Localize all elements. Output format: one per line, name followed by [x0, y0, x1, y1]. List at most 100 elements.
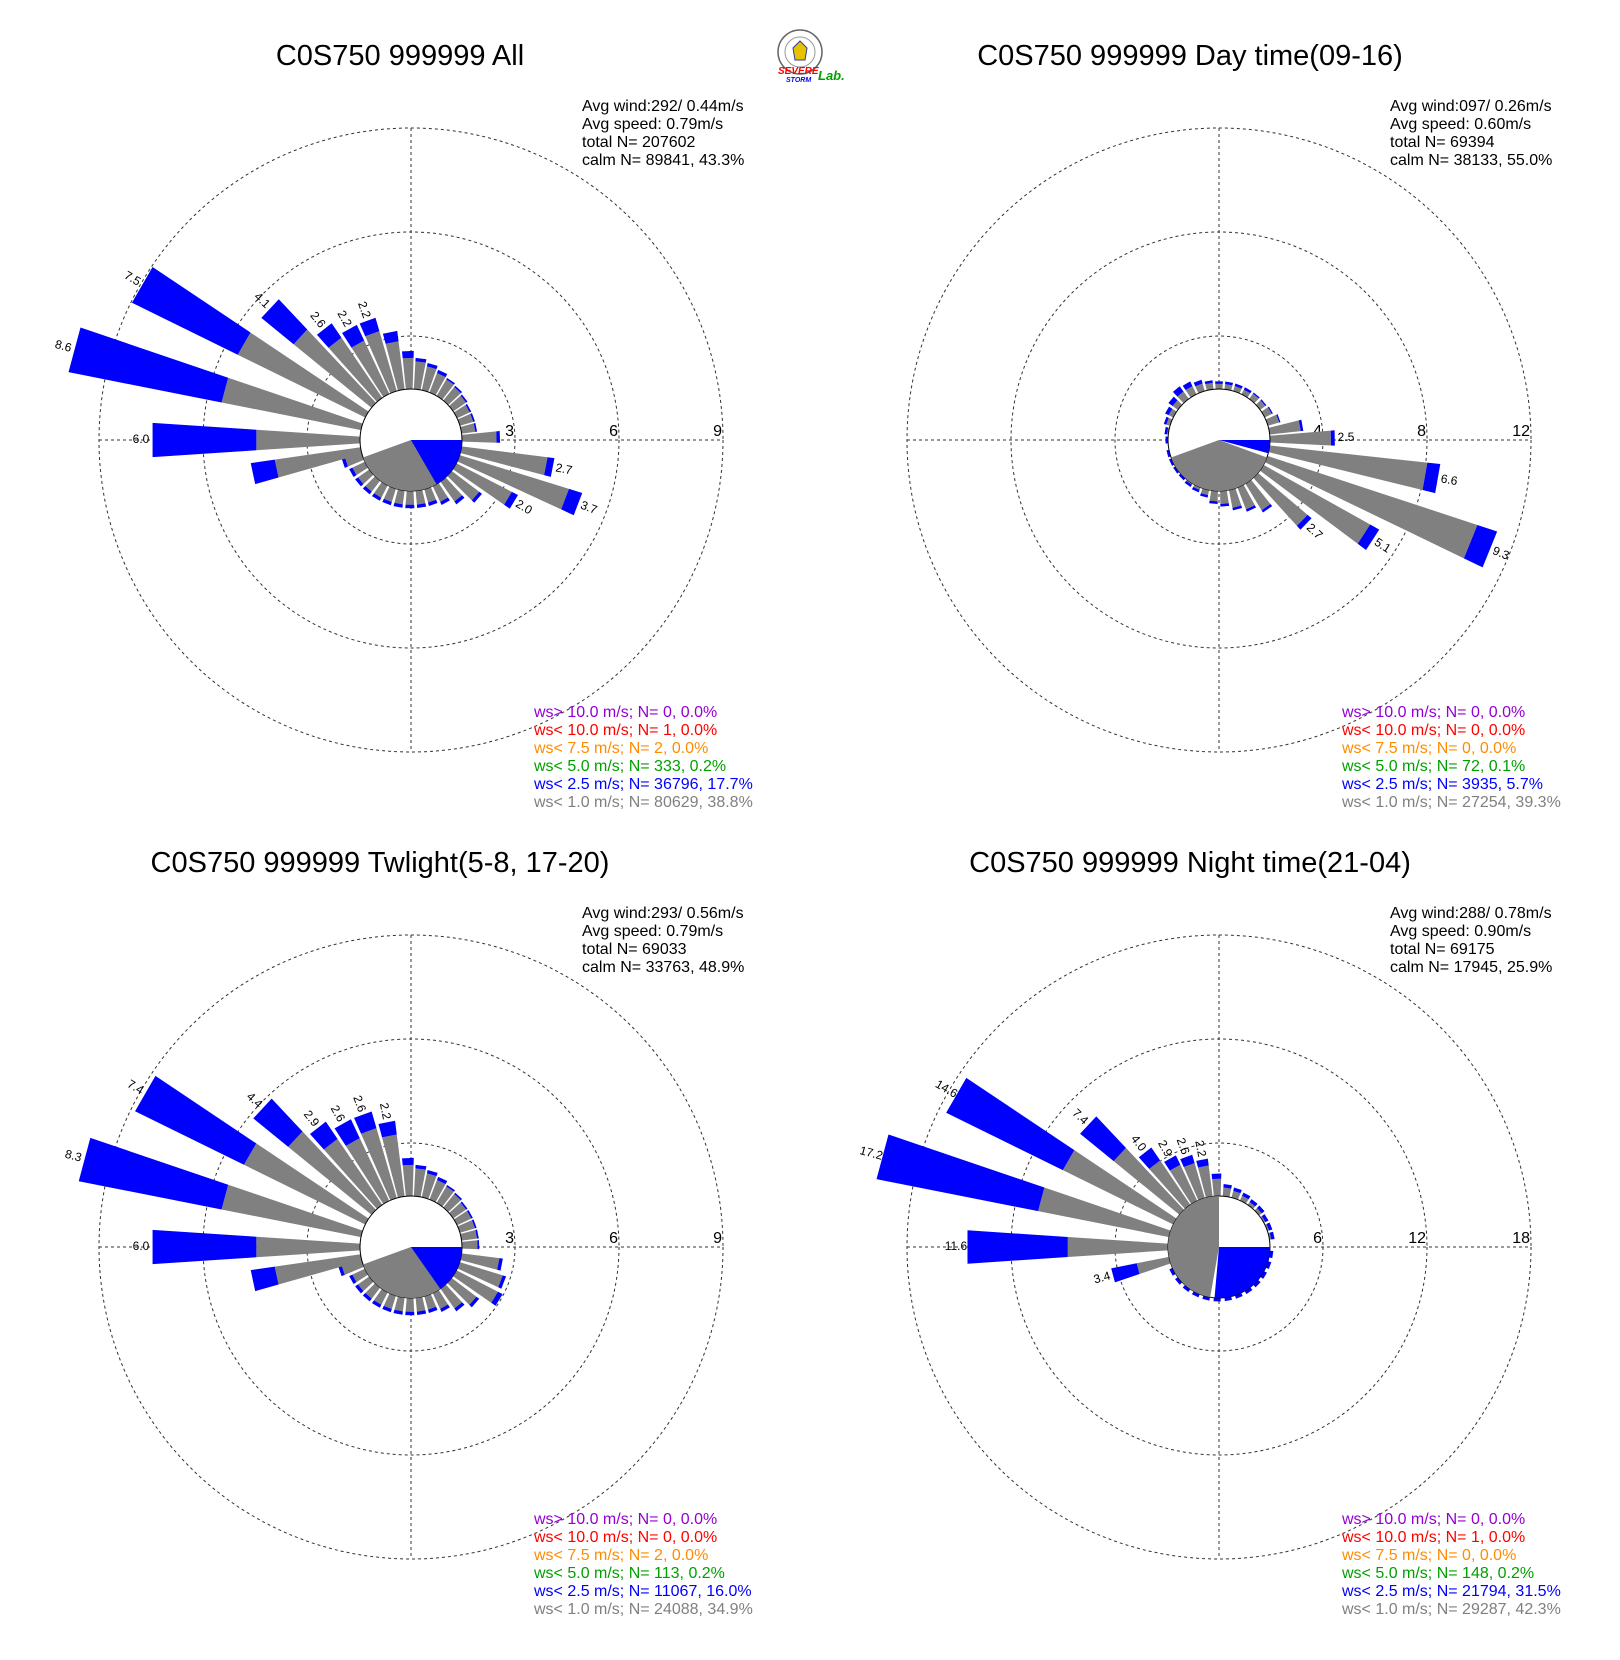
sector-bar-calm-range: [1166, 417, 1173, 426]
sector-bar-calm-range: [447, 1277, 477, 1305]
sector-bar-calm-range: [1168, 408, 1177, 418]
sector-bar-calm-range: [421, 366, 437, 393]
sector-bar-low-speed: [1172, 386, 1184, 397]
sector-bar-calm-range: [413, 361, 426, 390]
sector-bar-calm-range: [453, 1210, 472, 1226]
sector-bar-low-speed: [460, 1201, 468, 1210]
legend-entry: ws< 7.5 m/s; N= 0, 0.0%: [1341, 1547, 1516, 1564]
sector-value-label: 9.3: [1491, 543, 1512, 562]
stat-line: Avg speed: 0.60m/s: [1390, 116, 1531, 133]
sector-value-label: 2.0: [513, 497, 535, 518]
sector-bar-low-speed: [1267, 406, 1273, 415]
sector-bar-low-speed: [491, 1291, 503, 1306]
sector-bar-low-speed: [415, 1164, 427, 1170]
sector-bar-calm-range: [357, 469, 374, 485]
sector-bar-low-speed: [1165, 436, 1169, 444]
sector-bar-low-speed: [341, 457, 349, 468]
sector-bar-calm-range: [457, 455, 570, 510]
legend-entry: ws> 10.0 m/s; N= 0, 0.0%: [1341, 1511, 1525, 1528]
sector-bar-calm-range: [1268, 445, 1428, 490]
sector-value-label: 2.9: [1155, 1138, 1175, 1160]
sector-bar-calm-range: [432, 482, 449, 502]
sector-bar-calm-range: [440, 1284, 463, 1309]
sector-bar-low-speed: [355, 1284, 364, 1294]
sector-bar-calm-range: [457, 413, 474, 426]
sector-bar-calm-range: [361, 1128, 397, 1201]
legend-entry: ws< 10.0 m/s; N= 0, 0.0%: [1341, 722, 1525, 739]
sector-bar-calm-range: [1264, 455, 1478, 559]
sector-bar-calm-range: [429, 1180, 446, 1203]
sector-bar-low-speed: [460, 394, 468, 403]
sector-bar-low-speed: [497, 1258, 503, 1271]
sector-bar-calm-range: [1269, 430, 1331, 446]
sector-bar-low-speed: [440, 497, 450, 505]
sector-bar-low-speed: [471, 491, 482, 503]
sector-bar-low-speed: [1191, 486, 1200, 493]
sector-bar-low-speed: [470, 413, 475, 422]
legend-entry: ws< 7.5 m/s; N= 2, 0.0%: [533, 740, 708, 757]
sector-bar-calm-range: [382, 1134, 405, 1198]
sector-bar-low-speed: [1196, 1158, 1209, 1168]
sector-bar-low-speed: [454, 1302, 465, 1312]
sector-bar-low-speed: [355, 477, 364, 487]
calm-wedge-blue: [411, 440, 462, 485]
sector-bar-low-speed: [436, 1176, 448, 1185]
panel-title: C0S750 999999 All: [276, 40, 524, 72]
stat-line: Avg wind:288/ 0.78m/s: [1390, 905, 1552, 922]
sector-value-label: 17.2: [858, 1143, 884, 1163]
sector-bar-calm-range: [328, 337, 383, 402]
calm-wedge-blue: [1219, 440, 1270, 454]
sector-bar-low-speed: [1200, 493, 1209, 498]
sector-bar-low-speed: [454, 385, 463, 394]
legend-entry: ws< 5.0 m/s; N= 72, 0.1%: [1341, 758, 1525, 775]
legend-entry: ws< 5.0 m/s; N= 148, 0.2%: [1341, 1565, 1534, 1582]
legend-entry: ws< 2.5 m/s; N= 21794, 31.5%: [1341, 1583, 1561, 1600]
legend-entry: ws< 10.0 m/s; N= 1, 0.0%: [533, 722, 717, 739]
sector-bar-low-speed: [1175, 1277, 1183, 1285]
sector-bar-low-speed: [1276, 414, 1281, 423]
sector-bar-calm-range: [383, 486, 396, 502]
sector-bar-low-speed: [1261, 504, 1273, 513]
sector-bar-low-speed: [1243, 387, 1252, 394]
sector-bar-calm-range: [1245, 479, 1271, 511]
sector-bar-low-speed: [473, 422, 478, 432]
sector-bar-low-speed: [1182, 1285, 1191, 1293]
panel-title: C0S750 999999 Night time(21-04): [969, 847, 1411, 879]
stat-line: calm N= 89841, 43.3%: [582, 152, 744, 169]
legend-entry: ws< 2.5 m/s; N= 36796, 17.7%: [533, 776, 753, 793]
sector-bar-low-speed: [475, 1229, 479, 1239]
stat-line: Avg wind:292/ 0.44m/s: [582, 98, 744, 115]
sector-bar-calm-range: [1113, 1147, 1185, 1215]
sector-value-label: 2.2: [335, 308, 355, 330]
logo-line3: Lab.: [818, 68, 845, 83]
sector-bar-low-speed: [338, 1265, 345, 1277]
sector-bar-low-speed: [1166, 449, 1171, 458]
sector-bar-low-speed: [1138, 1147, 1161, 1169]
sector-bar-calm-range: [1241, 389, 1251, 398]
ring-tick-label: 6: [1313, 1230, 1322, 1247]
sector-value-label: 4.1: [251, 289, 273, 311]
sector-bar-calm-range: [1231, 1190, 1241, 1200]
ring-tick-label: 6: [609, 1230, 618, 1247]
calm-wedge-gray: [1168, 1196, 1219, 1298]
sector-bar-calm-range: [402, 357, 414, 390]
sector-bar-low-speed: [135, 1075, 257, 1165]
sector-bar-calm-range: [452, 463, 512, 505]
sector-bar-low-speed: [1180, 1154, 1195, 1168]
ring-tick-label: 9: [713, 423, 722, 440]
sector-bar-low-speed: [1204, 380, 1213, 385]
sector-bar-low-speed: [1209, 500, 1218, 504]
sector-value-label: 2.2: [355, 300, 374, 321]
sector-bar-low-speed: [465, 403, 472, 413]
sector-bar-calm-range: [443, 387, 461, 406]
stat-line: Avg speed: 0.79m/s: [582, 923, 723, 940]
sector-bar-low-speed: [1165, 406, 1173, 416]
sector-bar-low-speed: [382, 1305, 392, 1313]
sector-bar-calm-range: [460, 446, 548, 476]
sector-bar-low-speed: [1232, 505, 1243, 511]
sector-bar-calm-range: [1212, 1178, 1222, 1197]
sector-bar-low-speed: [393, 1309, 403, 1315]
sector-bar-low-speed: [372, 1300, 382, 1308]
sector-bar-low-speed: [504, 491, 519, 509]
sector-bar-low-speed: [349, 467, 357, 478]
